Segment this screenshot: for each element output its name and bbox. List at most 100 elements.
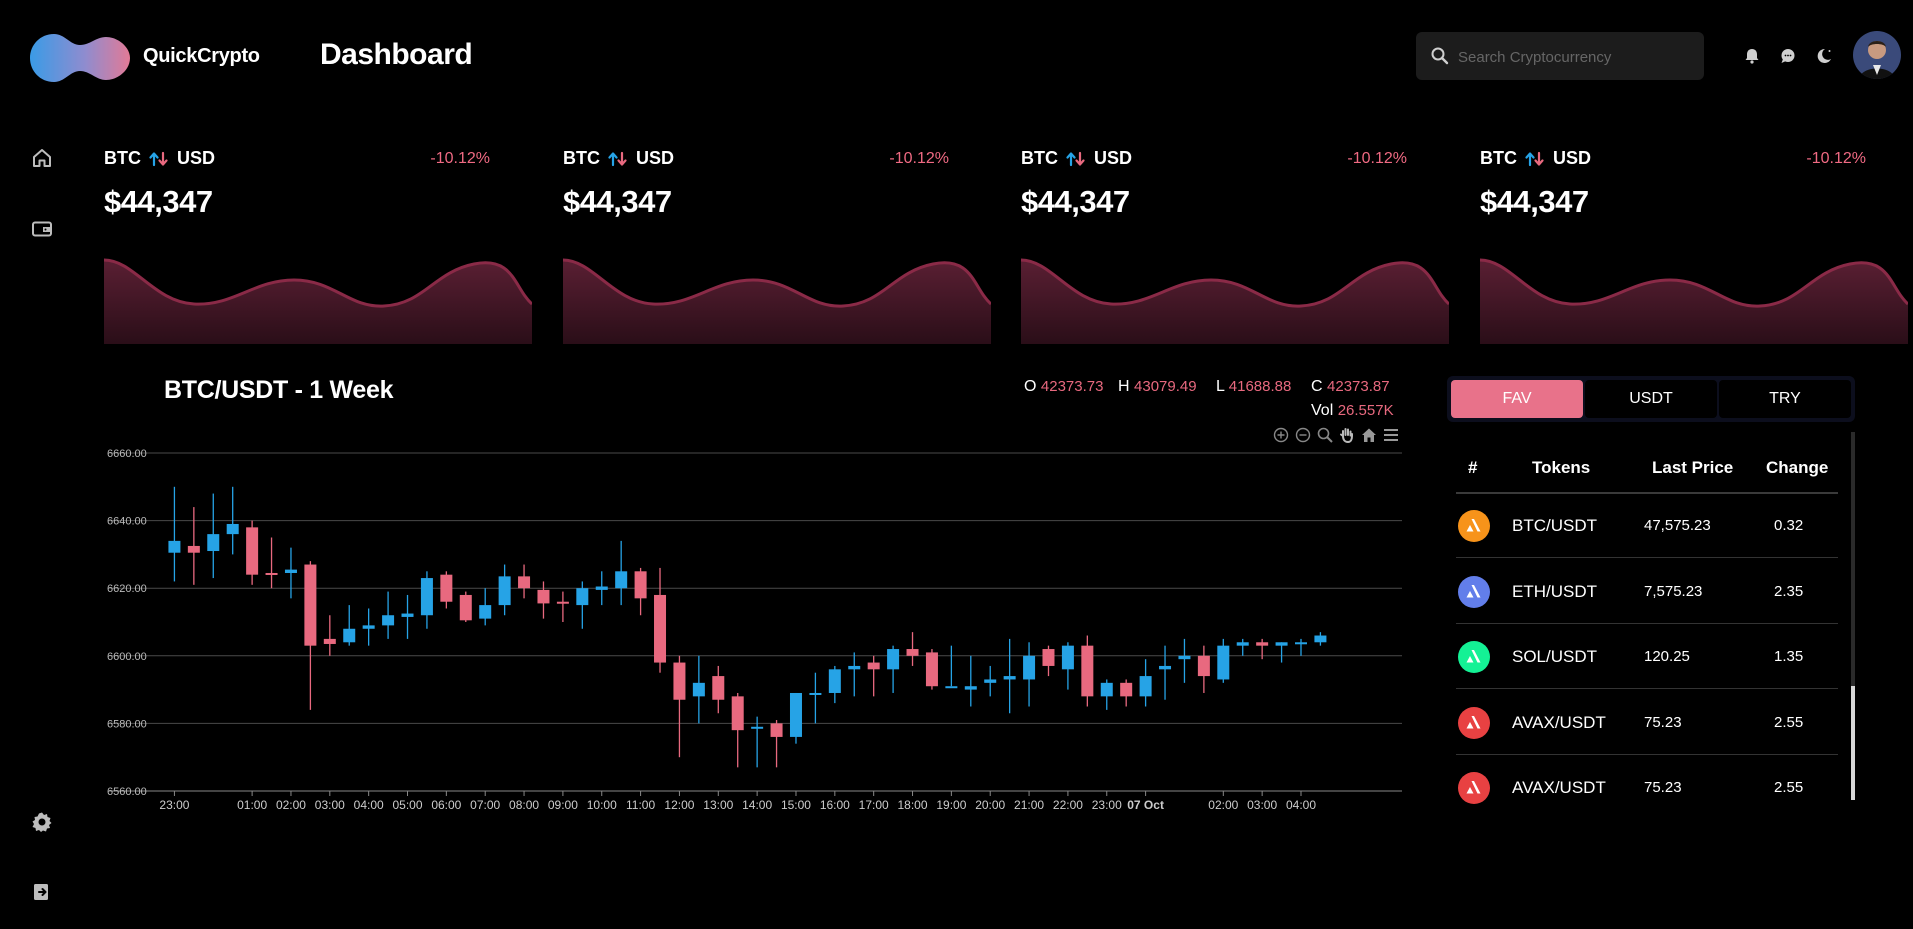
candle-body [1081, 645, 1094, 697]
quote-currency: USD [1553, 148, 1592, 168]
candle-body [770, 723, 783, 737]
candle-body [945, 686, 958, 689]
search-icon [1431, 47, 1449, 65]
wallet-icon[interactable] [30, 217, 54, 241]
solana-icon-glyph [1458, 641, 1490, 673]
zoom-out-icon[interactable] [1294, 426, 1312, 444]
candle-body [187, 545, 200, 553]
tab-usdt[interactable]: USDT [1585, 380, 1717, 418]
moon-icon[interactable] [1814, 46, 1834, 66]
candle-body [1236, 642, 1249, 646]
change-percent: -10.12% [1347, 150, 1407, 167]
tab-try[interactable]: TRY [1719, 380, 1851, 418]
x-tick-label: 17:00 [859, 798, 889, 812]
candle-body [673, 662, 686, 700]
sparkline [104, 258, 532, 344]
candle-body [809, 692, 822, 695]
x-tick-label: 02:00 [276, 798, 306, 812]
magnify-icon[interactable] [1316, 426, 1334, 444]
ohlc-high: H 43079.49 [1118, 378, 1197, 396]
x-tick-label: 21:00 [1014, 798, 1044, 812]
candle-body [168, 540, 181, 553]
quote-currency: USD [1094, 148, 1133, 168]
quote-currency: USD [177, 148, 216, 168]
y-tick-label: 6560.00 [107, 786, 147, 798]
menu-icon[interactable] [1382, 426, 1400, 444]
avatar[interactable] [1853, 31, 1901, 79]
price-card[interactable]: BTC USD -10.12% $44,347 [1021, 140, 1449, 344]
search-input[interactable] [1456, 32, 1700, 82]
y-tick-label: 6620.00 [107, 583, 147, 595]
candle-body [343, 628, 356, 643]
candle-body [498, 576, 511, 606]
chat-icon[interactable] [1778, 46, 1798, 66]
x-tick-label: 09:00 [548, 798, 578, 812]
quote-currency: USD [636, 148, 675, 168]
change-value: 2.55 [1774, 779, 1804, 796]
base-currency: BTC [1480, 148, 1517, 168]
y-tick-label: 6640.00 [107, 516, 147, 528]
price-value: $44,347 [1480, 184, 1589, 219]
pair-label: BTC USD [563, 148, 674, 169]
tab-fav[interactable]: FAV [1451, 380, 1583, 418]
candle-body [265, 572, 278, 575]
home-icon[interactable] [30, 146, 54, 170]
row-divider [1456, 688, 1838, 689]
table-row[interactable]: ETH/USDT 7,575.23 2.35 [1456, 560, 1838, 624]
x-tick-label: 04:00 [1286, 798, 1316, 812]
last-price: 75.23 [1644, 779, 1682, 796]
ethereum-icon-glyph [1458, 575, 1490, 608]
table-scrollbar[interactable] [1851, 432, 1855, 800]
candle-body [576, 588, 589, 606]
search-bar[interactable] [1416, 32, 1704, 82]
price-card[interactable]: BTC USD -10.12% $44,347 [1480, 140, 1908, 344]
ohlc-open-label: O [1024, 378, 1037, 395]
candle-body [246, 527, 259, 575]
ohlc-open: O 42373.73 [1024, 378, 1103, 396]
change-value: 2.35 [1774, 582, 1804, 600]
table-row[interactable]: AVAX/USDT 75.23 2.55 [1456, 756, 1838, 804]
x-tick-label: 13:00 [703, 798, 733, 812]
price-value: $44,347 [104, 184, 213, 219]
x-tick-label: 23:00 [1092, 798, 1122, 812]
candle-body [984, 679, 997, 683]
change-value: 2.55 [1774, 713, 1804, 731]
pair-label: BTC USD [1021, 148, 1132, 169]
candle-body [1197, 655, 1210, 677]
token-name: SOL/USDT [1512, 647, 1598, 666]
ohlc-volume-value: 26.557K [1337, 402, 1394, 419]
x-tick-label: 08:00 [509, 798, 539, 812]
candle-body [1294, 642, 1307, 645]
candlestick-chart[interactable]: 6560.00 6580.00 6600.00 6620.00 6640.00 6660.… [100, 440, 1410, 840]
ohlc-close: C 42373.87 [1311, 378, 1390, 396]
table-row[interactable]: BTC/USDT 47,575.23 0.32 [1456, 494, 1838, 558]
x-tick-label: 16:00 [820, 798, 850, 812]
gear-icon[interactable] [30, 810, 54, 834]
logout-icon[interactable] [30, 880, 54, 904]
candle-body [207, 534, 220, 552]
ethereum-icon [1458, 575, 1490, 608]
token-name: AVAX/USDT [1512, 712, 1606, 732]
candle-body [731, 696, 744, 731]
price-card[interactable]: BTC USD -10.12% $44,347 [563, 140, 991, 344]
x-tick-label: 20:00 [975, 798, 1005, 812]
x-tick-label: 10:00 [587, 798, 617, 812]
chart-home-icon[interactable] [1360, 426, 1378, 444]
pan-hand-icon[interactable] [1338, 426, 1356, 444]
table-row[interactable]: SOL/USDT 120.25 1.35 [1456, 625, 1838, 689]
ohlc-close-value: 42373.87 [1327, 378, 1390, 395]
zoom-in-icon[interactable] [1272, 426, 1290, 444]
table-scrollbar-thumb[interactable] [1851, 686, 1855, 800]
x-tick-label: 03:00 [315, 798, 345, 812]
last-price: 7,575.23 [1644, 582, 1703, 600]
table-row[interactable]: AVAX/USDT 75.23 2.55 [1456, 691, 1838, 755]
brand-logo-icon [30, 34, 130, 82]
x-tick-label: 04:00 [354, 798, 384, 812]
price-card[interactable]: BTC USD -10.12% $44,347 [104, 140, 532, 344]
bell-icon[interactable] [1742, 46, 1762, 66]
x-tick-label: 18:00 [898, 798, 928, 812]
candle-body [226, 523, 239, 535]
x-tick-label: 23:00 [159, 798, 189, 812]
candle-body [459, 594, 472, 621]
candle-body [1217, 645, 1230, 680]
